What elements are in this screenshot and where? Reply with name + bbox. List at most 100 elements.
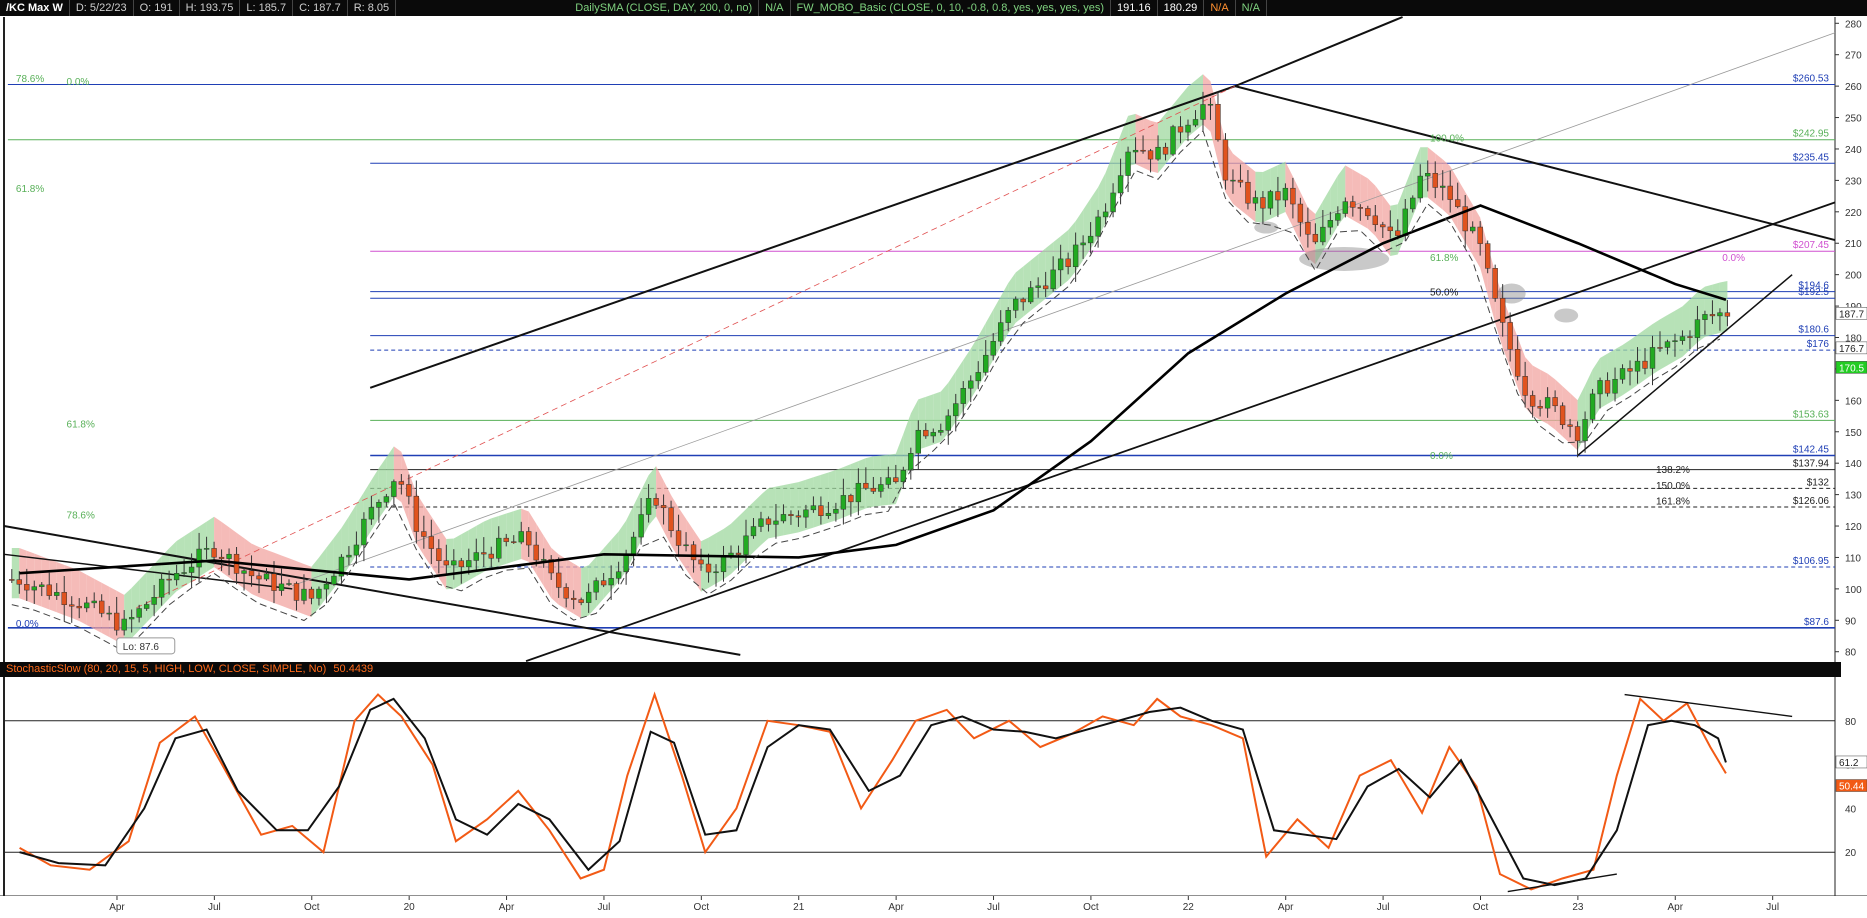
candle-body[interactable] xyxy=(840,495,847,510)
candle-body[interactable] xyxy=(1147,150,1154,160)
candle-body[interactable] xyxy=(113,612,120,631)
candle-body[interactable] xyxy=(143,604,150,609)
candle-body[interactable] xyxy=(773,520,779,525)
candle-body[interactable] xyxy=(1687,336,1693,338)
candle-body[interactable] xyxy=(541,559,547,561)
candle-body[interactable] xyxy=(1627,368,1633,372)
candle-body[interactable] xyxy=(803,509,809,518)
candle-body[interactable] xyxy=(705,563,712,573)
candle-body[interactable] xyxy=(623,554,629,572)
candle-body[interactable] xyxy=(713,571,719,574)
candle-body[interactable] xyxy=(1013,298,1019,311)
candle-body[interactable] xyxy=(1447,185,1453,200)
candle-body[interactable] xyxy=(675,530,682,546)
candle-body[interactable] xyxy=(1544,397,1551,409)
candle-body[interactable] xyxy=(585,591,592,603)
candle-body[interactable] xyxy=(1702,314,1708,320)
candle-body[interactable] xyxy=(563,587,569,599)
candle-body[interactable] xyxy=(870,487,877,492)
candle-body[interactable] xyxy=(308,588,315,599)
candle-body[interactable] xyxy=(69,604,75,607)
candle-body[interactable] xyxy=(16,579,22,585)
candle-body[interactable] xyxy=(331,575,337,585)
candle-body[interactable] xyxy=(975,372,981,382)
candle-body[interactable] xyxy=(398,481,405,485)
candle-body[interactable] xyxy=(608,578,614,586)
candle-body[interactable] xyxy=(166,578,172,581)
candle-body[interactable] xyxy=(1507,322,1513,350)
candle-body[interactable] xyxy=(1709,314,1716,317)
candle-body[interactable] xyxy=(953,403,959,417)
candle-body[interactable] xyxy=(1462,206,1468,232)
candle-body[interactable] xyxy=(600,580,607,586)
candle-body[interactable] xyxy=(1717,312,1723,317)
candle-body[interactable] xyxy=(1499,298,1506,323)
candle-body[interactable] xyxy=(1140,149,1146,152)
candle-body[interactable] xyxy=(54,592,60,596)
candle-body[interactable] xyxy=(173,573,180,581)
candle-body[interactable] xyxy=(518,531,524,543)
candle-body[interactable] xyxy=(1125,151,1131,176)
candle-body[interactable] xyxy=(690,544,697,561)
candle-body[interactable] xyxy=(1514,349,1521,377)
candle-body[interactable] xyxy=(1155,146,1161,160)
candle-body[interactable] xyxy=(1559,405,1566,426)
candle-body[interactable] xyxy=(368,507,375,520)
price-panel[interactable] xyxy=(4,17,1835,658)
candle-body[interactable] xyxy=(346,554,352,558)
time-axis-area[interactable] xyxy=(0,896,1867,918)
candle-body[interactable] xyxy=(855,482,862,503)
candle-body[interactable] xyxy=(1297,203,1304,223)
candle-body[interactable] xyxy=(256,575,262,580)
candle-body[interactable] xyxy=(750,526,757,537)
candle-body[interactable] xyxy=(1634,360,1641,372)
candle-body[interactable] xyxy=(1484,243,1491,269)
candle-body[interactable] xyxy=(788,514,794,516)
stoch-study-label[interactable]: StochasticSlow (80, 20, 15, 5, HIGH, LOW… xyxy=(6,663,327,675)
candle-body[interactable] xyxy=(810,505,817,511)
candle-body[interactable] xyxy=(1057,258,1064,271)
candle-body[interactable] xyxy=(503,537,509,542)
candle-body[interactable] xyxy=(1222,139,1229,181)
candle-body[interactable] xyxy=(121,618,127,631)
candle-body[interactable] xyxy=(1604,380,1611,394)
candle-body[interactable] xyxy=(136,608,142,618)
candle-body[interactable] xyxy=(1192,119,1199,126)
candle-body[interactable] xyxy=(818,505,824,516)
candle-body[interactable] xyxy=(451,560,457,566)
candle-body[interactable] xyxy=(1582,419,1588,442)
candle-body[interactable] xyxy=(1612,378,1618,394)
candle-body[interactable] xyxy=(316,588,322,599)
candle-body[interactable] xyxy=(1387,226,1393,232)
candle-body[interactable] xyxy=(908,453,914,471)
candle-body[interactable] xyxy=(91,600,97,604)
candle-body[interactable] xyxy=(1065,258,1071,267)
candle-body[interactable] xyxy=(1087,235,1094,244)
candle-body[interactable] xyxy=(383,496,390,503)
candle-body[interactable] xyxy=(758,518,764,527)
candle-body[interactable] xyxy=(361,518,367,546)
study-daily-sma[interactable]: DailySMA (CLOSE, DAY, 200, 0, no) xyxy=(569,0,760,16)
candle-body[interactable] xyxy=(1117,175,1124,194)
candle-body[interactable] xyxy=(391,481,397,497)
candle-body[interactable] xyxy=(376,501,382,508)
candle-body[interactable] xyxy=(1672,340,1678,342)
candle-body[interactable] xyxy=(1357,207,1364,209)
candle-body[interactable] xyxy=(9,579,15,581)
candle-body[interactable] xyxy=(1290,187,1296,205)
candle-body[interactable] xyxy=(1649,347,1656,369)
candle-body[interactable] xyxy=(1425,173,1431,177)
candle-body[interactable] xyxy=(406,484,412,497)
candle-body[interactable] xyxy=(338,556,345,577)
candle-body[interactable] xyxy=(1177,126,1184,133)
candle-body[interactable] xyxy=(1282,187,1289,201)
candle-body[interactable] xyxy=(698,559,704,565)
candle-body[interactable] xyxy=(1162,146,1169,155)
candle-body[interactable] xyxy=(1110,192,1116,213)
candle-body[interactable] xyxy=(1342,201,1349,214)
candle-body[interactable] xyxy=(668,507,674,531)
candle-body[interactable] xyxy=(593,580,599,593)
candle-body[interactable] xyxy=(1589,393,1596,420)
candle-body[interactable] xyxy=(735,552,742,555)
